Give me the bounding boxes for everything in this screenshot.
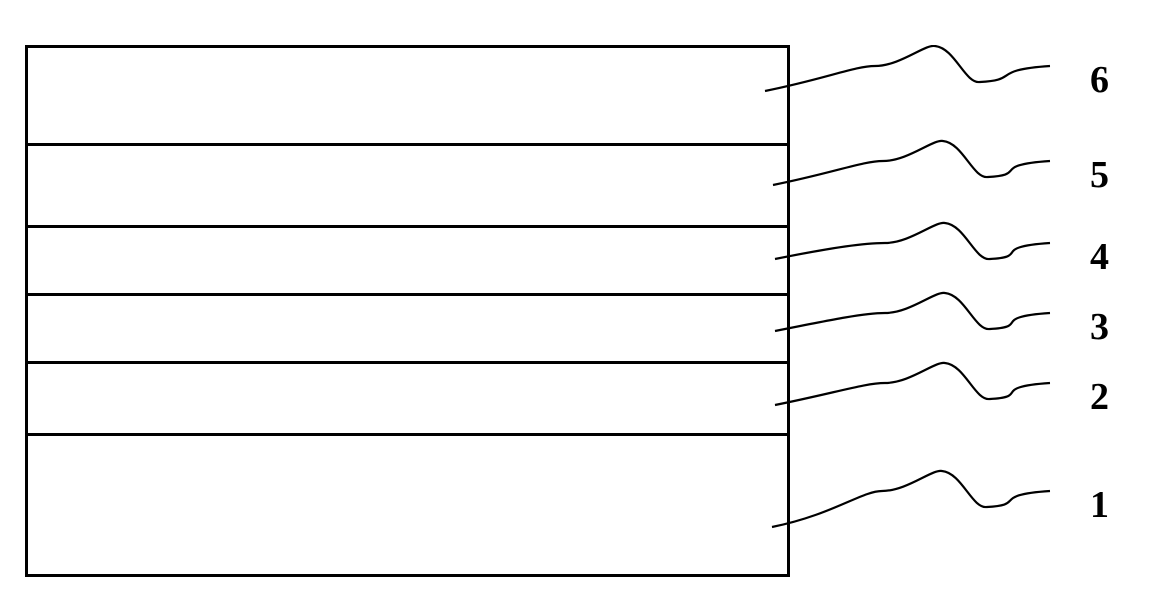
layer-label-1: 1 [1090,483,1109,527]
layer-label-5: 5 [1090,153,1109,197]
leader-line-6 [765,46,1050,91]
leader-line-3 [775,293,1050,331]
layer-4 [28,228,787,296]
layer-5 [28,146,787,228]
layer-6 [28,48,787,146]
leader-line-5 [773,141,1050,185]
layer-1 [28,436,787,568]
layer-label-4: 4 [1090,235,1109,279]
layer-label-6: 6 [1090,58,1109,102]
layer-diagram: 6 5 4 3 2 1 [25,45,1150,580]
layer-stack [25,45,790,577]
layer-label-2: 2 [1090,375,1109,419]
layer-2 [28,364,787,436]
leader-line-4 [775,223,1050,259]
layer-3 [28,296,787,364]
leader-line-2 [775,363,1050,405]
layer-label-3: 3 [1090,305,1109,349]
leader-line-1 [772,471,1050,527]
